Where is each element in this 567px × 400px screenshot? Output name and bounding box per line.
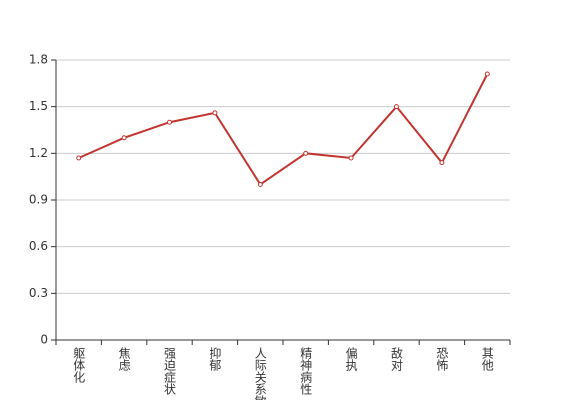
y-tick-label: 1.5 (29, 99, 48, 113)
series-line (78, 73, 489, 186)
y-tick-label: 1.8 (29, 53, 48, 67)
x-tick-label: 精神病性 (299, 347, 313, 396)
y-tick-label: 0.9 (29, 193, 48, 207)
point (439, 160, 445, 166)
x-tick-label: 恐怖 (435, 347, 449, 371)
point (484, 71, 490, 77)
point (76, 155, 82, 161)
y-tick-label: 1.2 (29, 146, 48, 160)
x-tick-label: 偏执 (344, 346, 358, 372)
point (212, 110, 218, 116)
point (257, 181, 263, 187)
y-tick-label: 0 (40, 333, 48, 347)
point (167, 119, 172, 125)
x-tick-label: 强迫症状 (163, 347, 177, 395)
point (303, 150, 309, 156)
x-tick-label: 焦虑 (117, 347, 131, 371)
y-tick-label: 0.3 (29, 286, 48, 300)
point (121, 135, 127, 141)
x-tick-label: 敌对 (390, 346, 404, 371)
x-tick-label: 抑郁 (208, 346, 222, 372)
x-tick-label: 其他 (480, 347, 494, 371)
x-tick-label: 躯体化 (72, 346, 86, 384)
y-tick-label: 0.6 (29, 239, 48, 253)
x-tick-label: 人际关系敏感 (253, 347, 267, 400)
point (348, 155, 354, 161)
point (394, 104, 399, 110)
